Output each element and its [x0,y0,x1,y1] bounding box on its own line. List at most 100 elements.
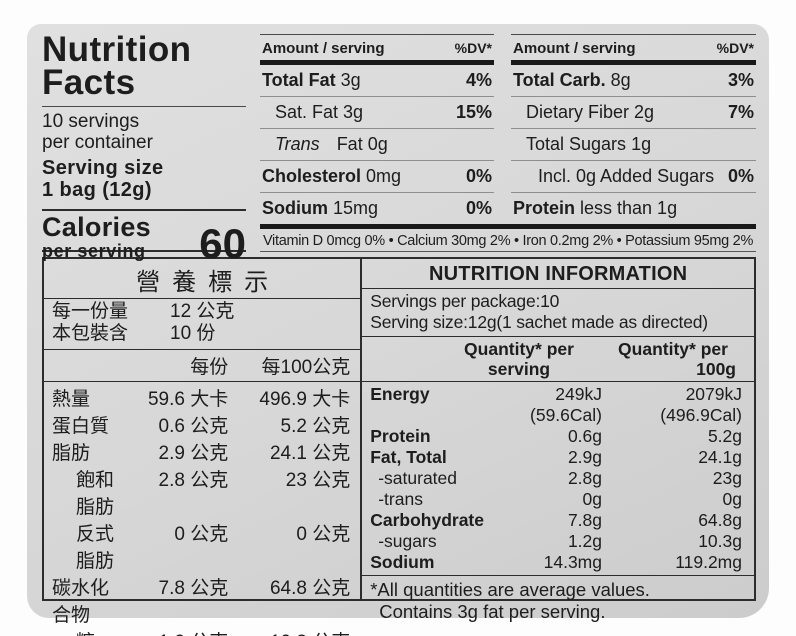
servings-line2: per container [42,131,153,153]
chinese-serving-row: 本包裝含 10 份 [52,323,352,345]
header-line: 100g [696,358,736,379]
nutrient-name: 糖 [52,627,124,636]
value-per-100g: 0g [722,489,742,510]
fat-column-header: Amount / serving %DV* [260,35,494,65]
facts-title-line1: Nutrition [42,30,192,69]
header-line: serving [487,358,551,379]
nutrient-dv: 4% [465,70,492,90]
value-per-serving: 0 公克 [174,523,229,545]
value-per-serving: 1.2 公克 [124,627,229,636]
value-per-100g: 23 公克 [285,469,351,491]
english-panel: NUTRITION INFORMATION Servings per packa… [362,259,754,622]
bilingual-table: 營養標示 每一份量 12 公克 本包裝含 10 份 每份 每100公克 [42,257,756,636]
facts-columns-block: Amount / serving %DV* Total Fat 3g 4% Sat. … [260,34,756,252]
servings-per-container: 10 servings per container [42,111,246,154]
servings-per-package-line: Servings per package:10 [370,291,560,311]
serving-size: Serving size 1 bag (12g) [42,157,246,201]
value-per-100g: 64.8g [698,510,742,531]
english-column-headers: Quantity* per serving Quantity* per 100g [362,337,754,383]
nutrient-dv: 0% [727,166,754,186]
nutrition-label: Nutrition Facts 10 servings per containe… [27,24,769,636]
nutrient-name: Dietary Fiber [526,102,630,122]
chinese-nutrient-rows: 熱量 59.6 大卡 496.9 大卡 蛋白質 0.6 公克 5.2 公克 脂肪 2.9 公克… [44,382,360,636]
facts-title: Nutrition Facts [42,30,246,99]
servings-per-package-label-cn: 本包裝含 [52,323,129,345]
nutrient-row: Trans Fat 0g [260,128,494,160]
calories-labels: Calories per serving [42,211,151,262]
nutrient-name: Total Fat [262,70,336,90]
nutrient-row: 飽和脂肪 2.8 公克 23 公克 [52,465,350,519]
nutrient-row: Cholesterol 0mg 0% [260,160,494,192]
english-title: NUTRITION INFORMATION [362,259,754,289]
value-per-serving: 7.8 公克 [158,577,229,599]
value-per-serving: 59.6 大卡 [147,388,229,410]
nutrient-name: Carbohydrate [370,510,484,531]
nutrient-amount: 0mg [366,166,402,186]
nutrient-row: Protein less than 1g [511,192,756,224]
nutrient-amount: 8g [610,70,631,90]
value-per-100g: 64.8 公克 [269,577,351,599]
nutrient-name: Total Carb. [513,70,606,90]
serving-size-value-cn: 12 公克 [170,301,235,322]
divider [42,106,246,108]
nutrient-row: Total Fat 3g 4% [260,65,494,96]
nutrient-amount: 2g [634,102,655,122]
nutrient-name: Sodium [262,198,328,218]
nutrient-amount: 3g [340,70,361,90]
header-line: Quantity* per [464,339,574,359]
nutrient-name: Sat. Fat [275,102,339,122]
calories-label: Calories [42,211,151,242]
nutrient-dv: 7% [727,102,754,122]
nutrient-row: Total Sugars 1g [511,128,756,160]
footnote-line: Contains 3g fat per serving. [379,600,606,622]
english-nutrient-rows: Energy 249kJ 2079kJ (59.6Cal) (496.9Cal) Prot… [362,382,754,575]
facts-left-block: Nutrition Facts 10 servings per containe… [42,30,246,264]
nutrient-name: -sugars [378,531,437,552]
value-per-serving: 2.8 公克 [158,469,229,491]
calories-row: Calories per serving 60 [42,211,246,265]
facts-columns: Amount / serving %DV* Total Fat 3g 4% Sat. … [260,34,756,224]
value-per-serving: 0.6g [567,426,602,447]
chinese-serving-info: 每一份量 12 公克 本包裝含 10 份 [44,299,361,350]
nutrient-row: Energy 249kJ 2079kJ [370,384,742,405]
nutrient-name: Protein [513,198,576,218]
nutrient-name: 脂肪 [52,442,91,464]
nutrient-name: 飽和脂肪 [76,469,115,518]
nutrient-row: -saturated 2.8g 23g [370,468,742,489]
value-per-serving: 2.9g [567,447,602,468]
nutrient-row: Fat, Total 2.9g 24.1g [370,447,742,468]
per-100g-header-cn: 每100公克 [261,356,351,378]
nutrient-row: Protein 0.6g 5.2g [370,426,742,447]
nutrient-name: Cholesterol [262,166,362,186]
header-line: Quantity* per [618,339,728,359]
value-per-100g: 0 公克 [296,523,351,545]
quantity-per-100g-header: Quantity* per 100g [600,339,746,379]
nutrient-row: Total Carb. 8g 3% [511,65,756,96]
nutrient-row: Carbohydrate 7.8g 64.8g [370,510,742,531]
chinese-column-headers: 每份 每100公克 [44,350,361,382]
serving-size-label: Serving size [42,156,164,179]
nutrient-row: Incl. 0g Added Sugars 0% [511,160,756,192]
quantity-per-serving-header: Quantity* per serving [446,339,592,379]
chinese-serving-row: 每一份量 12 公克 [52,301,352,323]
value-per-serving: 0.6 公克 [158,415,229,437]
value-per-100g: 5.2g [707,426,742,447]
nutrient-row: Sat. Fat 3g 15% [260,96,494,128]
value-per-serving: 249kJ [555,384,602,405]
nutrient-row: -sugars 1.2g 10.3g [370,531,742,552]
value-per-100g: 10.3g [698,531,742,552]
fat-column: Amount / serving %DV* Total Fat 3g 4% Sat. … [260,34,494,224]
nutrient-amount: Incl. 0g Added Sugars [538,166,715,186]
nutrient-row: 碳水化合物 7.8 公克 64.8 公克 [52,573,350,627]
nutrient-dv: 15% [455,102,492,122]
value-per-serving: 2.9 公克 [158,442,229,464]
nutrient-row: Sodium 14.3mg 119.2mg [370,552,742,573]
serving-size-label-cn: 每一份量 [52,301,129,322]
serving-size-value: 1 bag (12g) [42,178,152,201]
nutrient-row: (59.6Cal) (496.9Cal) [370,405,742,426]
nutrient-row: -trans 0g 0g [370,489,742,510]
dv-header: %DV* [454,40,492,56]
nutrient-dv: 0% [465,198,492,218]
nutrient-name: Total Sugars [526,134,627,154]
